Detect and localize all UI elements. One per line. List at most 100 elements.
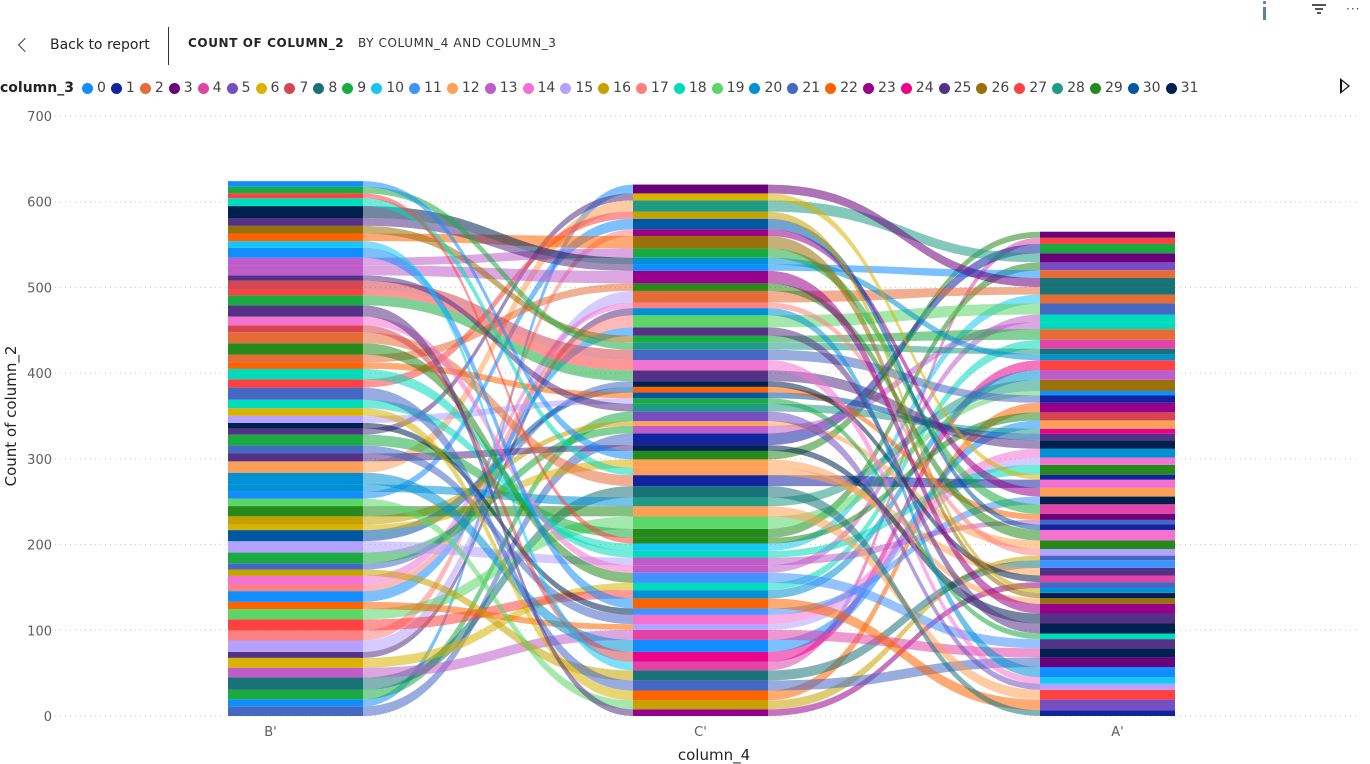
column-segment[interactable]	[228, 569, 363, 576]
column-segment[interactable]	[1040, 314, 1175, 323]
column-segment[interactable]	[228, 422, 363, 429]
column-segment[interactable]	[228, 434, 363, 446]
column-segment[interactable]	[1040, 710, 1175, 716]
column-segment[interactable]	[1040, 549, 1175, 556]
column-segment[interactable]	[633, 411, 768, 422]
legend-item-29[interactable]: 29	[1089, 80, 1123, 96]
column-segment[interactable]	[633, 537, 768, 544]
column-segment[interactable]	[1040, 560, 1175, 568]
column-segment[interactable]	[228, 706, 363, 716]
column-segment[interactable]	[228, 585, 363, 592]
column-segment[interactable]	[228, 354, 363, 363]
column-segment[interactable]	[633, 459, 768, 468]
column-segment[interactable]	[1040, 322, 1175, 330]
column-segment[interactable]	[228, 247, 363, 258]
ribbon[interactable]	[768, 287, 1040, 303]
column-segment[interactable]	[228, 541, 363, 553]
column-segment[interactable]	[228, 609, 363, 620]
column-segment[interactable]	[1040, 540, 1175, 550]
column-segment[interactable]	[633, 486, 768, 498]
column-segment[interactable]	[1040, 370, 1175, 380]
column-segment[interactable]	[228, 362, 363, 369]
column-segment[interactable]	[228, 368, 363, 380]
legend-item-7[interactable]: 7	[284, 80, 308, 96]
column-segment[interactable]	[228, 316, 363, 326]
column-segment[interactable]	[1040, 529, 1175, 541]
column-segment[interactable]	[633, 283, 768, 291]
column-segment[interactable]	[1040, 428, 1175, 434]
column-segment[interactable]	[633, 475, 768, 487]
column-segment[interactable]	[633, 229, 768, 236]
ribbon[interactable]	[363, 265, 633, 284]
column-segment[interactable]	[228, 601, 363, 610]
ribbon[interactable]	[363, 434, 633, 538]
ribbon[interactable]	[768, 555, 1040, 710]
ribbon[interactable]	[768, 464, 1040, 558]
ribbon[interactable]	[363, 181, 633, 460]
column-segment[interactable]	[633, 302, 768, 309]
legend-item-25[interactable]: 25	[938, 80, 971, 96]
column-segment[interactable]	[1040, 412, 1175, 421]
column-segment[interactable]	[1040, 677, 1175, 684]
column-segment[interactable]	[228, 241, 363, 248]
ribbon[interactable]	[363, 408, 633, 701]
column-segment[interactable]	[1040, 633, 1175, 640]
ribbon[interactable]	[768, 657, 1040, 691]
column-segment[interactable]	[633, 543, 768, 551]
column-segment[interactable]	[228, 387, 363, 400]
ribbon[interactable]	[768, 572, 1040, 649]
column-segment[interactable]	[1040, 555, 1175, 561]
column-segment[interactable]	[228, 193, 363, 199]
legend-item-0[interactable]: 0	[81, 80, 106, 96]
ribbon[interactable]	[768, 496, 1040, 615]
legend-next-page-icon[interactable]	[1340, 78, 1350, 94]
more-options-icon[interactable]: ···	[1346, 2, 1361, 16]
ribbon[interactable]	[768, 560, 1040, 681]
column-segment[interactable]	[633, 661, 768, 671]
column-segment[interactable]	[228, 524, 363, 531]
column-segment[interactable]	[633, 598, 768, 609]
column-segment[interactable]	[228, 657, 363, 668]
ribbon[interactable]	[768, 519, 1040, 566]
column-segment[interactable]	[633, 690, 768, 701]
column-segment[interactable]	[633, 370, 768, 382]
ribbon[interactable]	[768, 486, 1040, 716]
ribbon[interactable]	[768, 248, 1040, 514]
ribbon[interactable]	[363, 332, 633, 487]
column-segment[interactable]	[228, 289, 363, 296]
column-segment[interactable]	[633, 211, 768, 219]
column-segment[interactable]	[1040, 504, 1175, 514]
column-segment[interactable]	[633, 403, 768, 412]
column-segment[interactable]	[1040, 448, 1175, 458]
ribbon[interactable]	[768, 184, 1040, 288]
column-segment[interactable]	[633, 497, 768, 507]
legend-item-30[interactable]: 30	[1127, 80, 1161, 96]
column-segment[interactable]	[228, 530, 363, 542]
legend-item-17[interactable]: 17	[636, 80, 669, 96]
column-segment[interactable]	[633, 335, 768, 343]
legend-item-16[interactable]: 16	[598, 80, 631, 96]
column-segment[interactable]	[1040, 278, 1175, 288]
column-segment[interactable]	[633, 516, 768, 529]
legend-item-2[interactable]: 2	[139, 80, 164, 96]
column-segment[interactable]	[1040, 639, 1175, 649]
column-segment[interactable]	[228, 181, 363, 187]
column-segment[interactable]	[633, 680, 768, 691]
ribbon[interactable]	[363, 325, 633, 662]
legend-item-11[interactable]: 11	[409, 80, 442, 96]
legend-item-5[interactable]: 5	[226, 80, 251, 96]
legend-item-6[interactable]: 6	[255, 80, 279, 96]
column-segment[interactable]	[1040, 402, 1175, 413]
column-segment[interactable]	[633, 349, 768, 361]
column-segment[interactable]	[1040, 329, 1175, 340]
ribbon[interactable]	[363, 569, 633, 681]
legend-item-14[interactable]: 14	[522, 80, 555, 96]
column-segment[interactable]	[633, 565, 768, 573]
column-segment[interactable]	[633, 590, 768, 599]
column-segment[interactable]	[633, 381, 768, 387]
legend-item-3[interactable]: 3	[168, 80, 193, 96]
ribbon[interactable]	[363, 186, 633, 350]
ribbon[interactable]	[768, 257, 1040, 361]
column-segment[interactable]	[1040, 519, 1175, 525]
legend-item-22[interactable]: 22	[825, 80, 858, 96]
